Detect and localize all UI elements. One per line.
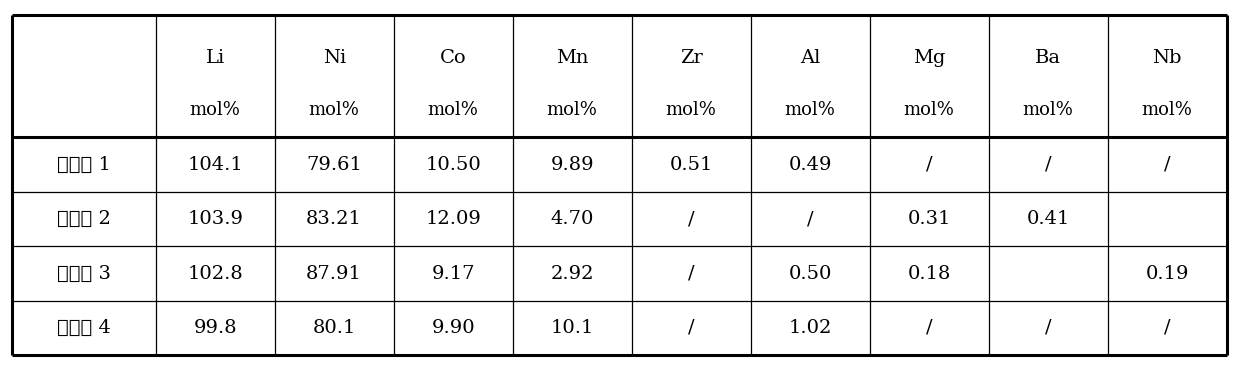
Text: /: / xyxy=(1044,319,1052,337)
Text: Mn: Mn xyxy=(556,49,589,67)
Text: Ni: Ni xyxy=(322,49,346,67)
Text: 0.49: 0.49 xyxy=(788,155,831,174)
Text: Li: Li xyxy=(206,49,224,67)
Text: mol%: mol% xyxy=(1022,101,1073,120)
Text: /: / xyxy=(1044,155,1052,174)
Text: 实施例 2: 实施例 2 xyxy=(57,210,112,228)
Text: 0.19: 0.19 xyxy=(1145,265,1189,283)
Text: /: / xyxy=(807,210,814,228)
Text: 实施例 3: 实施例 3 xyxy=(57,265,112,283)
Text: 12.09: 12.09 xyxy=(425,210,481,228)
Text: 103.9: 103.9 xyxy=(187,210,243,228)
Text: 9.17: 9.17 xyxy=(431,265,475,283)
Text: 104.1: 104.1 xyxy=(187,155,243,174)
Text: 83.21: 83.21 xyxy=(306,210,362,228)
Text: 实施例 4: 实施例 4 xyxy=(57,319,112,337)
Text: 9.90: 9.90 xyxy=(431,319,475,337)
Text: Co: Co xyxy=(440,49,466,67)
Text: /: / xyxy=(926,155,933,174)
Text: 9.89: 9.89 xyxy=(550,155,593,174)
Text: 0.51: 0.51 xyxy=(669,155,712,174)
Text: 0.18: 0.18 xyxy=(907,265,950,283)
Text: 0.41: 0.41 xyxy=(1026,210,1069,228)
Text: /: / xyxy=(1163,319,1171,337)
Text: mol%: mol% xyxy=(665,101,716,120)
Text: 0.50: 0.50 xyxy=(788,265,831,283)
Text: 1.02: 1.02 xyxy=(788,319,831,337)
Text: 4.70: 4.70 xyxy=(550,210,593,228)
Text: 87.91: 87.91 xyxy=(306,265,362,283)
Text: Ba: Ba xyxy=(1035,49,1061,67)
Text: /: / xyxy=(688,319,694,337)
Text: 99.8: 99.8 xyxy=(193,319,237,337)
Text: /: / xyxy=(926,319,933,337)
Text: /: / xyxy=(1163,155,1171,174)
Text: 80.1: 80.1 xyxy=(312,319,356,337)
Text: 79.61: 79.61 xyxy=(306,155,362,174)
Text: 2.92: 2.92 xyxy=(550,265,593,283)
Text: mol%: mol% xyxy=(190,101,240,120)
Text: mol%: mol% xyxy=(1141,101,1193,120)
Text: 10.50: 10.50 xyxy=(425,155,481,174)
Text: mol%: mol% xyxy=(546,101,597,120)
Text: mol%: mol% xyxy=(309,101,359,120)
Text: Mg: Mg xyxy=(913,49,945,67)
Text: Zr: Zr xyxy=(680,49,703,67)
Text: /: / xyxy=(688,265,694,283)
Text: /: / xyxy=(688,210,694,228)
Text: 102.8: 102.8 xyxy=(187,265,243,283)
Text: 10.1: 10.1 xyxy=(550,319,593,337)
Text: mol%: mol% xyxy=(784,101,835,120)
Text: Al: Al xyxy=(800,49,820,67)
Text: Nb: Nb xyxy=(1152,49,1182,67)
Text: mol%: mol% xyxy=(427,101,478,120)
Text: 0.31: 0.31 xyxy=(907,210,950,228)
Text: 实施例 1: 实施例 1 xyxy=(57,155,112,174)
Text: mol%: mol% xyxy=(903,101,954,120)
